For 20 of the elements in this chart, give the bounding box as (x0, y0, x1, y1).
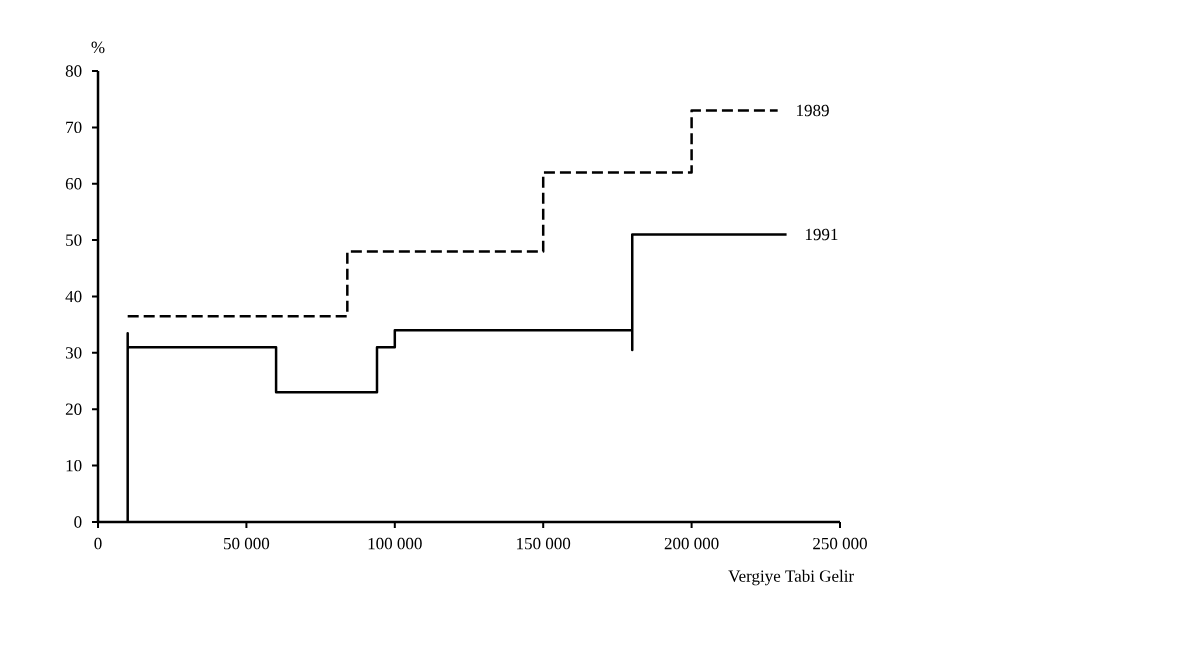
x-tick-label: 0 (94, 537, 102, 550)
y-tick-label: 80 (65, 65, 82, 77)
y-tick-label: 30 (65, 347, 82, 359)
x-tick-label: 50 000 (224, 537, 270, 550)
y-tick-label: 0 (74, 516, 82, 528)
y-tick-label: 40 (65, 290, 82, 303)
y-axis-title: % (91, 41, 105, 54)
x-tick-label: 150 000 (517, 537, 571, 550)
y-tick-label: 10 (66, 459, 82, 472)
series-label: 1991 (805, 228, 838, 241)
y-tick-label: 50 (66, 234, 82, 246)
y-tick-label: 70 (66, 121, 82, 134)
x-tick-label: 250 000 (813, 537, 867, 550)
series-label: 1989 (797, 104, 829, 117)
y-tick-label: 20 (65, 403, 82, 415)
x-tick-label: 100 000 (368, 537, 422, 550)
x-tick-label: 200 000 (664, 537, 719, 550)
x-axis-title: Vergiye Tabi Gelir (728, 569, 854, 586)
line-series (126, 109, 779, 318)
y-tick-label: 60 (65, 178, 82, 190)
